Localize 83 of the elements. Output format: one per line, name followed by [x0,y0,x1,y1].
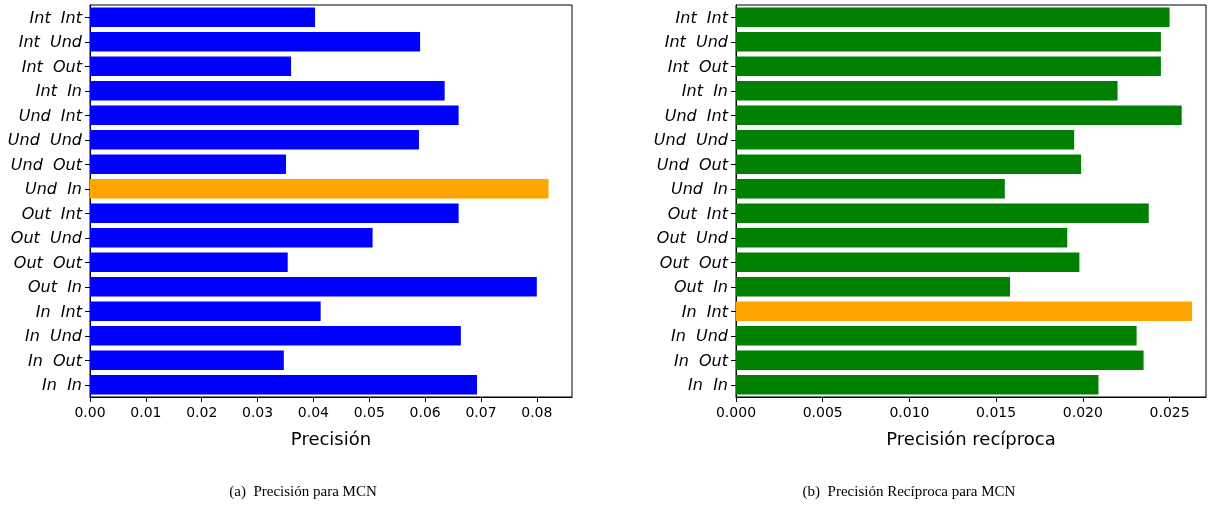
bar [736,129,1075,150]
bar [736,301,1193,322]
x-axis-title: Precisión [290,427,372,449]
bar [736,276,1011,297]
y-tick-label: Und Out [10,154,83,174]
x-tick-label: 0.03 [241,404,274,420]
y-tick-label: In Und [24,326,83,346]
y-tick-label: Und Out [656,154,729,174]
x-tick-label: 0.06 [409,404,441,420]
bar [736,203,1149,224]
x-tick-label: 0.02 [186,404,218,420]
y-tick-label: Und Und [7,130,83,150]
y-tick-label: Und Int [18,105,83,125]
x-tick-label: 0.005 [802,404,843,420]
text: (b) Precisión Recíproca para MCN [802,482,1016,500]
y-tick-label: Und In [670,179,728,199]
bar [736,325,1137,346]
bar [90,31,421,52]
y-tick-label: Int Und [18,32,83,52]
x-tick-label: 0.010 [889,404,930,420]
bar [90,325,461,346]
bar [736,154,1082,175]
y-tick-label: Out In [27,277,82,297]
bar [736,374,1099,395]
y-tick-label: Int Und [664,32,729,52]
bar [736,350,1144,371]
y-tick-label: Out In [673,277,728,297]
bar [90,252,288,273]
x-axis-title: Precisión recíproca [886,427,1056,449]
bar [90,56,292,77]
x-tick-label: 0.01 [130,404,162,420]
bar [736,105,1182,126]
y-tick-label: Int In [35,81,82,101]
y-tick-label: Out Int [21,203,83,223]
text: (a) Precisión para MCN [229,482,377,500]
bar [736,227,1068,248]
x-tick-label: 0.000 [715,404,757,420]
y-tick-label: Out Und [656,228,729,248]
y-tick-label: Out Out [659,252,729,272]
bar [736,31,1161,52]
bar [90,350,284,371]
y-tick-label: In Und [670,326,729,346]
x-tick-label: 0.04 [297,404,330,420]
y-tick-label: Und Int [664,105,729,125]
bar [90,203,459,224]
y-tick-label: Int Out [21,56,83,76]
y-tick-label: Int Out [667,56,729,76]
x-tick-label: 0.015 [976,404,1017,420]
y-tick-label: In In [42,375,82,395]
x-tick-label: 0.08 [521,404,553,420]
bar [90,129,419,150]
y-tick-label: Und In [24,179,82,199]
bar [736,80,1118,101]
x-tick-label: 0.07 [465,404,497,420]
x-tick-label: 0.025 [1149,404,1190,420]
y-tick-label: In Out [673,350,729,370]
bar [736,252,1080,273]
y-tick-label: In Int [35,301,83,321]
y-tick-label: Out Out [13,252,83,272]
bar [90,227,373,248]
y-tick-label: Int In [681,81,728,101]
bar [90,374,478,395]
x-tick-label: 0.05 [353,404,385,420]
x-tick-label: 0.020 [1062,404,1103,420]
y-tick-label: Out Int [667,203,729,223]
bar [736,178,1005,199]
bar [736,7,1170,28]
bar [90,276,537,297]
bar [90,301,321,322]
bar [90,154,287,175]
y-tick-label: Und Und [653,130,729,150]
y-tick-label: In In [688,375,728,395]
bar [736,56,1161,77]
bar [90,7,316,28]
y-tick-label: Out Und [10,228,83,248]
y-tick-label: In Int [681,301,729,321]
bar [90,105,459,126]
x-tick-label: 0.00 [74,404,106,420]
y-tick-label: Int Int [29,7,83,27]
y-tick-label: Int Int [675,7,729,27]
bar [90,178,549,199]
bar [90,80,445,101]
y-tick-label: In Out [27,350,83,370]
